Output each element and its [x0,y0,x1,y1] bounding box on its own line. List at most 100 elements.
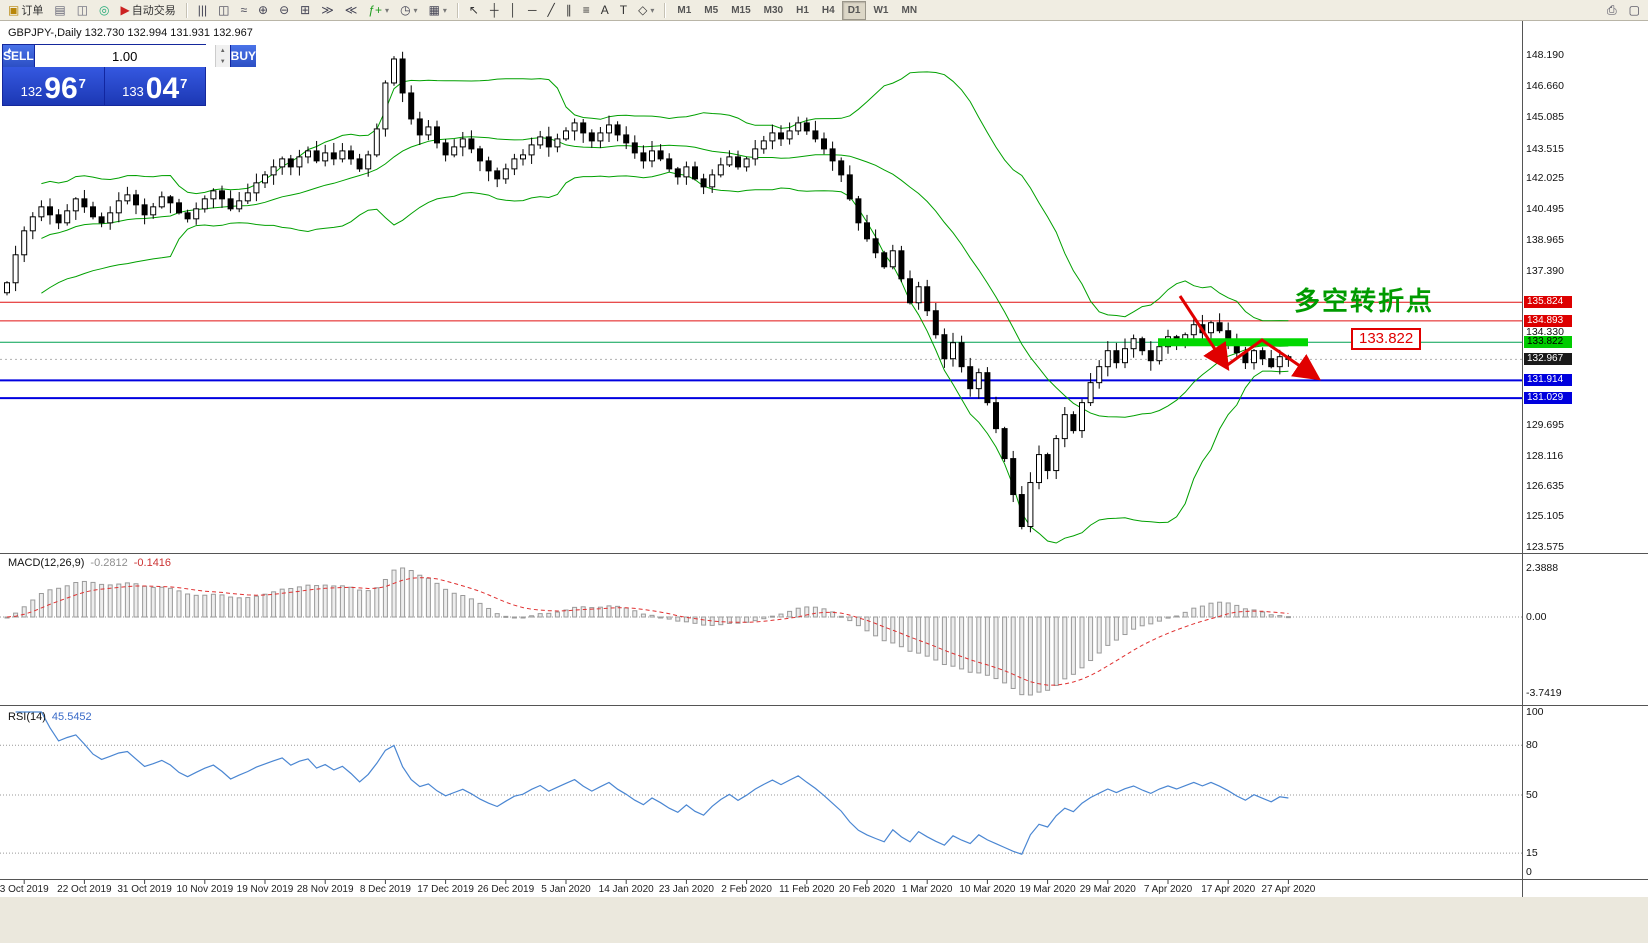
indicators-icon[interactable]: ƒ+ ▾ [363,0,394,20]
macd-bar [365,590,371,618]
macd-bar [374,587,380,618]
candle-body [975,372,982,390]
macd-bar [357,589,363,618]
volume-up-icon[interactable]: ▲ [215,45,230,56]
macd-bar [30,599,36,618]
macd-bar [830,611,836,618]
candle-body [201,198,208,210]
macd-bar [812,606,818,618]
tile-windows-icon[interactable]: ⊞ [295,0,315,20]
macd-bar [1139,616,1145,627]
timeframe-w1[interactable]: W1 [873,4,889,16]
text-icon[interactable]: A [596,0,614,20]
zoom-out-icon[interactable]: ⊖ [274,0,294,20]
macd-bar [47,589,53,618]
macd-bar [81,580,87,618]
sell-button[interactable]: SELL [3,45,34,67]
macd-bar [486,607,492,618]
macd-bar [443,588,449,618]
timeframe-m5[interactable]: M5 [704,4,719,16]
fibonacci-icon: ≡ [582,3,590,17]
candle-body [984,372,991,404]
vline-icon[interactable]: │ [505,0,523,20]
macd-bar [787,610,793,618]
label-icon[interactable]: T [615,0,632,20]
candle-body [545,136,552,148]
candle-body [115,200,122,214]
candlestick-chart-icon[interactable]: ◫ [213,0,234,20]
hline-icon[interactable]: ─ [523,0,542,20]
candle-body [1130,338,1137,350]
candle-body [98,216,105,224]
profile-icon[interactable]: ◫ [72,0,93,20]
macd-bar [597,606,603,618]
auto-scroll-icon[interactable]: ≫ [316,0,339,20]
timeframe-m15[interactable]: M15 [731,4,751,16]
line-chart-icon[interactable]: ≈ [235,0,252,20]
volume-stepper[interactable]: ▲ ▼ [214,45,230,67]
cursor-icon[interactable]: ↖ [464,0,484,20]
macd-bar [1251,609,1257,618]
timeframe-h1[interactable]: H1 [796,4,809,16]
chart-window-icon[interactable]: ▤ [49,0,70,20]
date-axis[interactable] [0,880,1523,897]
periods-icon: ◷ [400,3,411,17]
timeframe-m1[interactable]: M1 [677,4,692,16]
volume-input[interactable] [34,45,215,67]
print-icon[interactable]: ⎙ [1602,0,1622,20]
periods-icon[interactable]: ◷ ▾ [395,0,423,20]
buy-button[interactable]: BUY [230,45,257,67]
candle-body [210,190,217,200]
macd-bar [296,586,302,618]
print-preview-icon[interactable]: ▢ [1624,0,1645,20]
fibonacci-icon[interactable]: ≡ [578,0,595,20]
candle-body [864,222,870,240]
crosshair-icon[interactable]: ┼ [485,0,504,20]
macd-bar [640,613,646,618]
macd-bar [1268,614,1274,618]
candle-body [408,92,415,120]
timeframe-h4[interactable]: H4 [821,4,835,16]
candle-body [382,82,389,130]
candle-body [391,58,397,84]
candle-body [193,208,200,220]
timeframe-mn[interactable]: MN [901,4,918,16]
candle-body [262,174,268,184]
bar-chart-icon[interactable]: ||| [193,0,212,20]
candle-body [1087,382,1094,404]
candle-body [967,366,974,390]
chart-shift-icon[interactable]: ≪ [340,0,363,20]
indicators-icon: ƒ+ [368,3,383,17]
macd-bar [408,570,414,618]
macd-bar [778,613,784,618]
panel-collapse-icon[interactable]: ▲ [6,47,13,54]
timeframe-d1[interactable]: D1 [841,0,867,20]
candle-body [614,124,621,136]
candle-body [786,130,793,140]
buy-price[interactable]: 133 04 7 [103,67,206,105]
timeframe-m30[interactable]: M30 [763,4,784,16]
candle-body [416,118,423,136]
candle-body [950,342,956,360]
new-order-button[interactable]: ▣ 订单 [3,0,48,20]
market-watch-icon[interactable]: ◎ [94,0,114,20]
templates-icon[interactable]: ▦ ▾ [424,0,452,20]
price-scale[interactable] [1523,21,1648,897]
candle-body [167,196,174,204]
macd-bar [1002,616,1008,684]
candle-body [821,138,827,150]
macd-bar [116,583,122,618]
macd-bar [709,616,715,626]
zoom-in-icon[interactable]: ⊕ [253,0,273,20]
trendline-icon[interactable]: ╱ [543,0,560,20]
sell-price[interactable]: 132 96 7 [20,72,86,105]
macd-bar [1285,616,1291,619]
autotrade-button[interactable]: ▶ 自动交易 [116,0,181,20]
shapes-icon[interactable]: ◇ ▾ [633,0,659,20]
volume-down-icon[interactable]: ▼ [215,56,230,67]
channel-icon[interactable]: ∥ [561,0,577,20]
candle-body [666,158,673,170]
macd-bar [890,616,896,644]
